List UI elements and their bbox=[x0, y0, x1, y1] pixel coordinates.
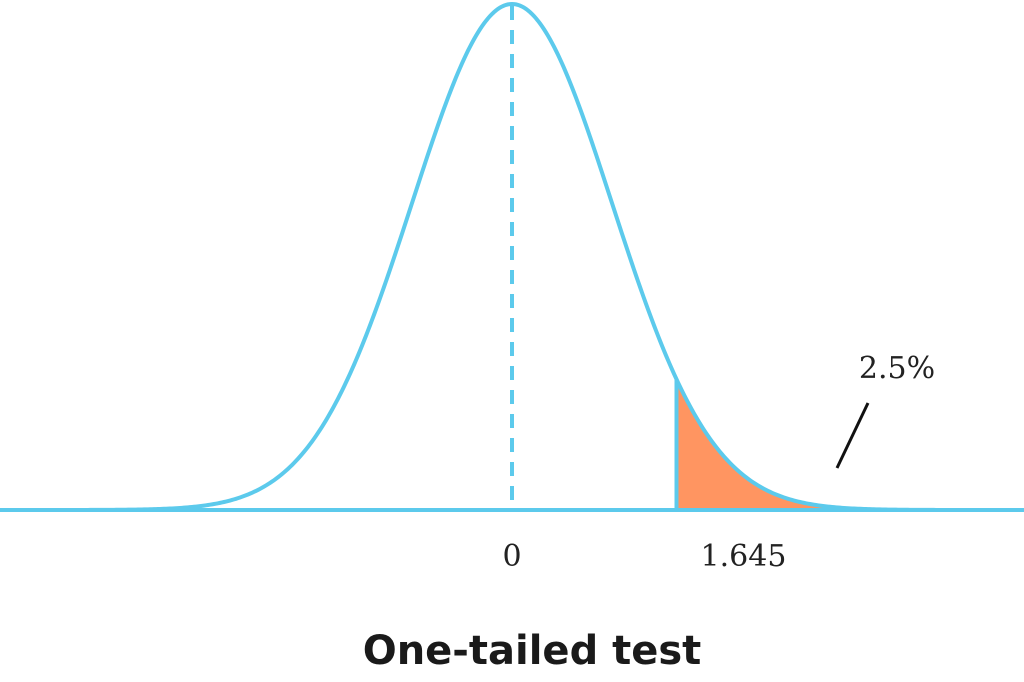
chart-title: One-tailed test bbox=[363, 628, 702, 674]
shaded-area-percent-label: 2.5% bbox=[859, 351, 935, 386]
tick-label-critical-value: 1.645 bbox=[701, 539, 787, 574]
shaded-tail-region bbox=[676, 379, 912, 510]
normal-curve bbox=[2, 1, 1022, 512]
tick-label-mean: 0 bbox=[502, 539, 521, 574]
annotation-leader-line bbox=[835, 402, 870, 469]
